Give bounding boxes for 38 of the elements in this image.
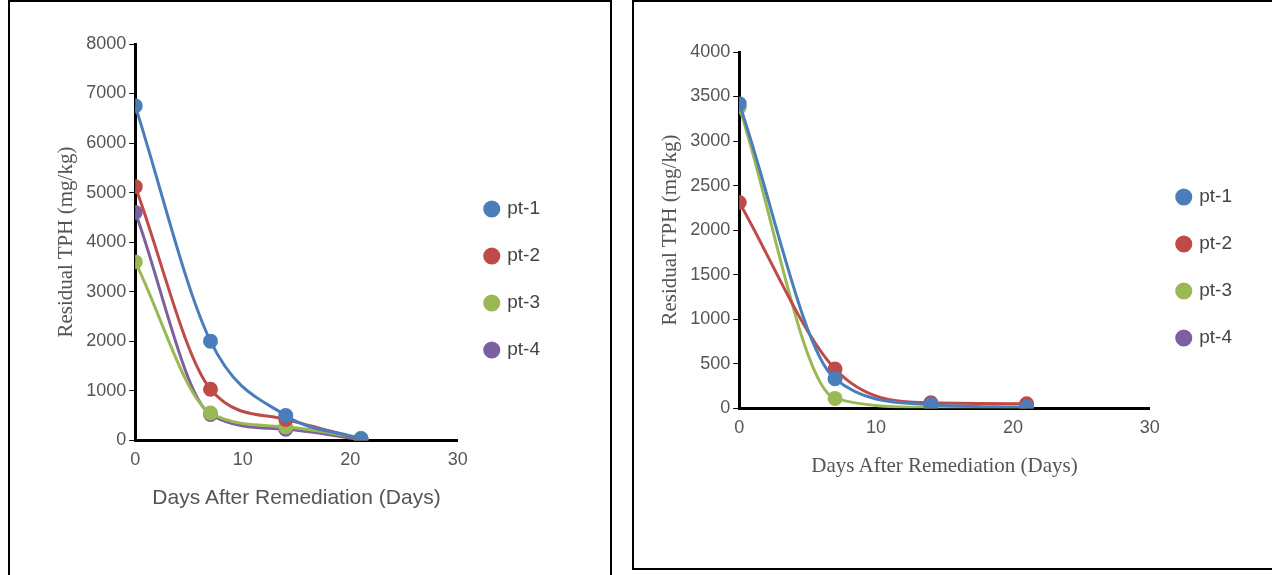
y-tick-label: 4000 xyxy=(86,231,127,252)
y-tick-label: 3000 xyxy=(690,130,731,151)
x-tick-label: 0 xyxy=(130,448,141,469)
y-tick-label: 1000 xyxy=(86,379,127,400)
legend-label: pt-2 xyxy=(507,244,541,266)
legend-label: pt-4 xyxy=(507,338,541,360)
y-axis-title: Residual TPH (mg/kg) xyxy=(53,146,78,338)
y-tick-label: 4000 xyxy=(690,40,731,61)
y-tick-label: 0 xyxy=(116,429,127,450)
y-tick-label: 5000 xyxy=(86,181,127,202)
y-tick-label: 3000 xyxy=(86,280,127,301)
y-tick-label: 8000 xyxy=(86,32,127,53)
y-tick-label: 2000 xyxy=(690,219,731,240)
legend-label: pt-3 xyxy=(507,291,541,313)
legend-label: pt-1 xyxy=(1199,185,1233,207)
y-tick-label: 1000 xyxy=(690,308,731,329)
x-tick-label: 30 xyxy=(447,448,468,469)
legend-label: pt-3 xyxy=(1199,279,1233,301)
y-tick-label: 7000 xyxy=(86,82,127,103)
x-axis-title: Days After Remediation (Days) xyxy=(811,452,1078,477)
x-tick-label: 20 xyxy=(1002,416,1023,437)
legend-label: pt-4 xyxy=(1199,326,1233,348)
y-tick-label: 0 xyxy=(720,397,731,418)
legend-label: pt-1 xyxy=(507,197,541,219)
y-tick-label: 2500 xyxy=(690,174,731,195)
x-axis-title: Days After Remediation (Days) xyxy=(152,485,441,509)
x-tick-label: 20 xyxy=(340,448,361,469)
y-tick-label: 6000 xyxy=(86,132,127,153)
y-tick-label: 3500 xyxy=(690,85,731,106)
x-tick-label: 10 xyxy=(232,448,253,469)
x-tick-label: 30 xyxy=(1139,416,1160,437)
y-tick-label: 1500 xyxy=(690,263,731,284)
legend-label: pt-2 xyxy=(1199,232,1233,254)
x-tick-label: 10 xyxy=(866,416,887,437)
y-tick-label: 500 xyxy=(700,352,731,373)
x-tick-label: 0 xyxy=(734,416,745,437)
y-axis-title: Residual TPH (mg/kg) xyxy=(657,134,682,326)
y-tick-label: 2000 xyxy=(86,330,127,351)
